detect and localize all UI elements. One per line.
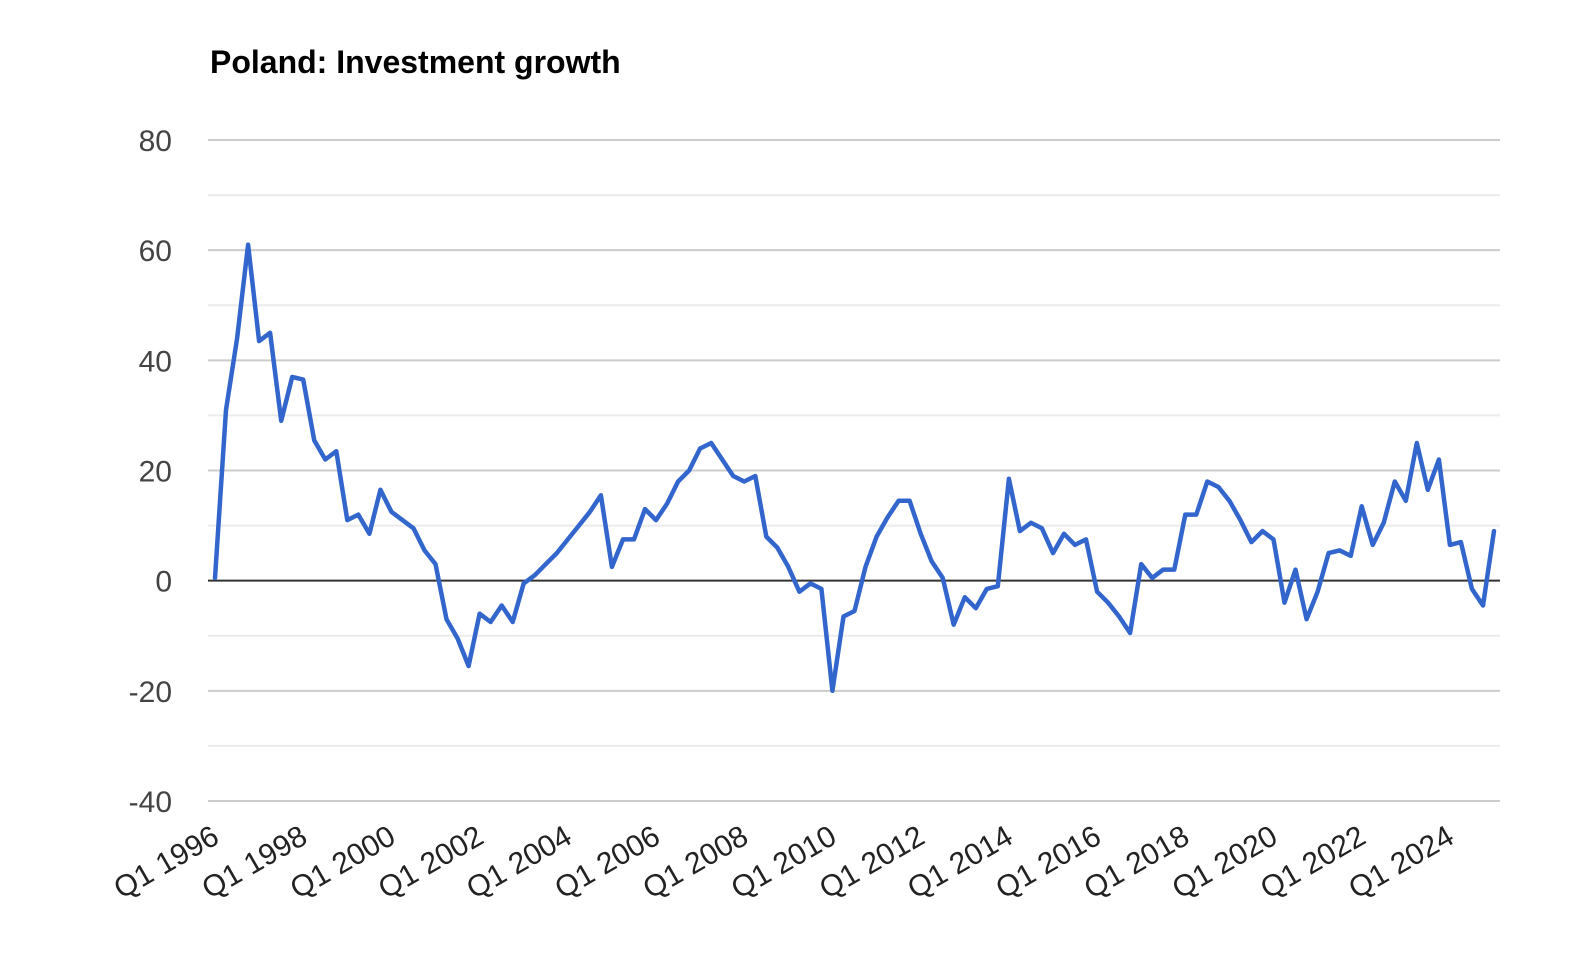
y-tick-label: 0 — [155, 566, 172, 599]
y-axis: 80 60 40 20 0 -20 -40 — [129, 125, 172, 819]
series-line — [212, 242, 1497, 694]
y-tick-label: 60 — [139, 235, 172, 268]
y-tick-label: 80 — [139, 125, 172, 158]
series-layer — [212, 242, 1497, 694]
gridlines — [208, 139, 1500, 802]
y-tick-label: 40 — [139, 345, 172, 378]
y-tick-label: 20 — [139, 456, 172, 489]
y-tick-label: -40 — [129, 786, 172, 819]
y-tick-label: -20 — [129, 676, 172, 709]
chart-title: Poland: Investment growth — [210, 44, 621, 80]
